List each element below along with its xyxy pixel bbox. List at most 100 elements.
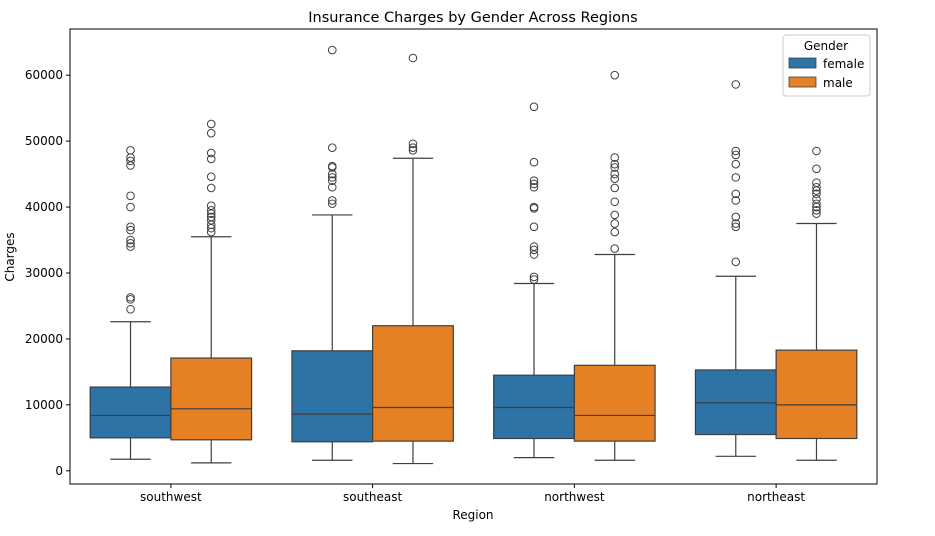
outlier-point	[327, 176, 337, 185]
outlier-point	[812, 206, 821, 215]
outlier-point	[126, 222, 135, 232]
outlier-point	[610, 174, 620, 183]
y-tick-label: 10000	[25, 398, 63, 412]
outlier-point	[610, 169, 620, 179]
y-tick-label: 40000	[25, 200, 63, 214]
outlier-point	[610, 163, 620, 172]
legend-label-female: female	[823, 57, 864, 71]
y-tick-label: 0	[55, 464, 63, 478]
outlier-point	[731, 257, 741, 267]
outlier-point	[206, 201, 216, 211]
plot-area	[89, 45, 858, 465]
box-body	[493, 374, 575, 440]
legend-swatch-female	[788, 57, 817, 69]
outlier-point	[126, 293, 135, 302]
box-male-northwest	[573, 70, 656, 461]
outlier-point	[206, 148, 216, 158]
outlier-point	[529, 275, 539, 284]
outlier-point	[731, 150, 741, 160]
outlier-point	[529, 179, 539, 189]
outlier-point	[731, 146, 741, 156]
box-body	[372, 325, 454, 442]
box-body	[775, 349, 858, 440]
outlier-point	[126, 242, 135, 251]
outlier-point	[327, 161, 337, 171]
y-tick-label: 60000	[25, 68, 63, 82]
outlier-point	[731, 222, 741, 232]
outlier-point	[529, 102, 539, 112]
outlier-point	[206, 154, 216, 164]
outlier-point	[610, 153, 620, 162]
outlier-point	[610, 197, 620, 207]
y-axis-label: Charges	[3, 232, 17, 281]
outlier-point	[126, 146, 135, 155]
outlier-point	[408, 139, 418, 149]
outlier-point	[126, 225, 135, 235]
box-female-northwest	[493, 102, 575, 459]
box-male-southwest	[170, 119, 253, 464]
outlier-point	[327, 196, 337, 205]
legend-swatch-male	[788, 76, 817, 88]
outlier-point	[529, 182, 539, 192]
outlier-point	[529, 272, 539, 282]
outlier-point	[126, 239, 135, 248]
legend-title: Gender	[804, 39, 848, 53]
outlier-point	[812, 189, 821, 199]
outlier-point	[327, 173, 337, 182]
outlier-point	[731, 159, 741, 169]
outlier-point	[610, 159, 620, 169]
outlier-point	[731, 219, 741, 228]
x-tick-label: northeast	[747, 490, 805, 504]
outlier-point	[206, 215, 216, 225]
outlier-point	[731, 212, 741, 222]
outlier-point	[206, 172, 216, 182]
outlier-point	[610, 219, 620, 228]
outlier-point	[529, 202, 539, 212]
outlier-point	[206, 212, 216, 222]
outlier-point	[126, 235, 135, 245]
box-male-southeast	[372, 53, 454, 465]
outlier-point	[126, 156, 135, 166]
outlier-point	[529, 157, 539, 167]
outlier-point	[610, 227, 620, 237]
outlier-point	[731, 173, 741, 182]
plot-frame	[69, 28, 878, 485]
outlier-point	[529, 242, 539, 251]
box-body	[694, 369, 777, 436]
y-axis: 0 10000 20000 30000 40000 50000 60000	[25, 68, 70, 478]
y-tick-label: 50000	[25, 134, 63, 148]
box-female-southeast	[291, 45, 374, 461]
outlier-point	[529, 176, 539, 185]
outlier-point	[812, 199, 821, 209]
x-tick-label: northwest	[544, 490, 605, 504]
outlier-point	[206, 128, 216, 138]
outlier-point	[206, 183, 216, 193]
y-tick-label: 20000	[25, 332, 63, 346]
outlier-point	[610, 183, 620, 193]
x-axis: southwest southeast northwest northeast	[140, 484, 805, 504]
outlier-point	[327, 182, 337, 192]
outlier-point	[529, 222, 539, 232]
y-tick-label: 30000	[25, 266, 63, 280]
outlier-point	[408, 53, 418, 63]
outlier-point	[610, 210, 620, 220]
x-tick-label: southwest	[140, 490, 202, 504]
box-body	[170, 357, 253, 441]
box-body	[291, 350, 374, 443]
outlier-point	[206, 206, 216, 215]
chart-title: Insurance Charges by Gender Across Regio…	[308, 10, 637, 26]
outlier-point	[529, 245, 539, 255]
outlier-point	[812, 194, 821, 204]
outlier-point	[731, 189, 741, 199]
box-body	[573, 364, 656, 442]
legend: Gender female male	[782, 34, 871, 97]
outlier-point	[731, 80, 741, 89]
legend-label-male: male	[823, 76, 853, 90]
outlier-point	[812, 146, 821, 156]
outlier-point	[812, 182, 821, 192]
outlier-point	[408, 146, 418, 155]
outlier-point	[812, 209, 821, 218]
box-male-northeast	[775, 146, 858, 461]
box-female-northeast	[694, 80, 777, 457]
